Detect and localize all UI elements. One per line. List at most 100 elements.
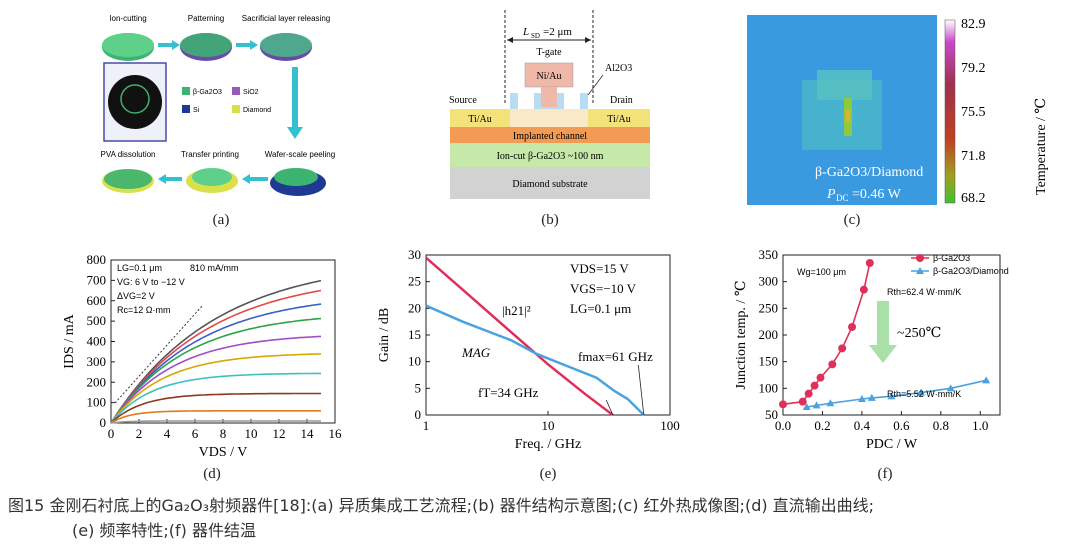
panel-c-thermal-image: β-Ga2O3/Diamond P DC =0.46 W 82.9 79.2 7… [747,15,1049,206]
f-ann-delta: ~250℃ [897,326,941,341]
e-y-tick-label: 10 [408,354,421,369]
panel-label-a: (a) [212,212,230,228]
channel-label: Implanted channel [513,131,587,142]
e-ann-vgs: VGS=−10 V [570,281,637,296]
f-point-ga2o3 [804,389,813,398]
d-iv-curve-3 [110,317,322,424]
d-iv-curve-9 [110,420,321,424]
f-point-ga2o3 [838,344,847,353]
d-y-tick-label: 400 [87,334,107,349]
panel-b-device-structure: L SD =2 μm T-gate Ni/Au Al2O3 Source Dra… [449,10,650,199]
drain-contact [588,109,650,127]
lsd-value: =2 μm [543,26,572,38]
d-y-tick-label: 200 [87,374,107,389]
e-x-tick-label: 100 [660,418,680,433]
scale-axis-label: Temperature / ℃ [1034,98,1049,195]
d-ann-vg: VG: 6 V to −12 V [117,277,185,287]
d-ann-dvg: ΔVG=2 V [117,291,155,301]
source-label: Source [449,95,477,106]
f-y-axis-label: Junction temp. / ℃ [734,281,749,390]
f-x-tick-label: 0.2 [814,418,830,433]
f-point-ga2o3 [798,397,807,406]
f-y-tick-label: 100 [759,380,779,395]
d-ann-rc: Rc=12 Ω·mm [117,305,171,315]
e-x-tick-label: 10 [542,418,555,433]
drain-metal-label: Ti/Au [607,114,631,125]
scale-tick-2: 75.5 [961,105,986,120]
f-x-tick-label: 1.0 [972,418,988,433]
e-ft-pointer [605,399,614,416]
panel-a-process-flow: Ion-cutting Patterning Sacrificial layer… [101,14,335,196]
gate-metal [524,62,574,88]
e-y-tick-label: 20 [408,300,421,315]
legend-swatch-ga2o3 [182,87,190,95]
chart-frequency-response: 1 10 100 0 5 10 15 20 25 30 Freq. / GHz Gain / dB V… [377,247,680,452]
d-iv-curve-6 [110,372,321,424]
d-iv-curve-0 [110,279,322,424]
d-y-tick-label: 600 [87,293,107,308]
drain-label: Drain [610,95,633,106]
gate-metal-label: Ni/Au [537,71,562,82]
d-y-axis-label: IDS / mA [62,313,77,368]
f-x-tick-label: 0.4 [854,418,871,433]
f-point-diamond [802,403,811,410]
f-point-diamond [826,399,835,407]
d-y-tick-label: 300 [87,354,107,369]
caption-line-2: (e) 频率特性;(f) 器件结温 [72,521,257,540]
panel-label-c: (c) [843,212,861,228]
legend-sio2: SiO2 [243,89,259,96]
d-iv-curve-1 [110,289,322,424]
diamond-substrate [450,167,650,199]
legend-si: Si [193,107,200,114]
lsd-label: L [522,26,529,38]
material-label: β-Ga2O3/Diamond [815,165,923,180]
e-y-axis-label: Gain / dB [377,308,392,362]
d-x-tick-label: 10 [245,426,258,441]
f-point-ga2o3 [810,381,819,390]
panel-label-b: (b) [541,212,559,228]
f-x-tick-label: 0.6 [893,418,910,433]
f-point-diamond [887,392,896,400]
e-y-tick-label: 30 [408,247,421,262]
scale-tick-1: 79.2 [961,61,986,76]
d-iv-curve-5 [110,353,322,424]
f-point-diamond [857,395,866,402]
d-x-tick-label: 8 [220,426,227,441]
f-point-diamond [867,393,876,401]
caption-line-1: 图15 金刚石衬底上的Ga₂O₃射频器件[18]:(a) 异质集成工艺流程;(b… [8,496,875,515]
e-series-h21 [425,256,614,416]
step-patterning: Patterning [188,14,224,23]
color-scale-bar [944,19,956,204]
e-y-tick-label: 25 [408,274,421,289]
f-legend-diamond: β-Ga2O3/Diamond [933,266,1009,276]
ga2o3-layer [450,143,650,167]
figure-caption: 图15 金刚石衬底上的Ga₂O₃射频器件[18]:(a) 异质集成工艺流程;(b… [8,493,1068,543]
al2o3-label: Al2O3 [605,63,632,74]
f-series-line-0 [782,262,871,406]
e-y-tick-label: 5 [415,380,422,395]
f-ann-rth2: Rth=5.52 W·mm/K [887,389,961,399]
lsd-sub: SD [531,32,540,40]
f-legend-ga2o3: β-Ga2O3 [933,253,970,263]
e-y-tick-label: 0 [415,407,422,422]
legend-diamond: Diamond [243,107,271,114]
step-releasing: Sacrificial layer releasing [242,14,330,23]
d-x-axis-label: VDS / V [199,445,248,460]
legend-ga2o3: β-Ga2O3 [193,89,222,96]
source-contact [450,109,510,127]
e-x-axis-label: Freq. / GHz [515,437,582,452]
f-ann-rth1: Rth=62.4 W·mm/K [887,287,961,297]
f-y-tick-label: 200 [759,327,779,342]
ga2o3-layer-label: Ion-cut β-Ga2O3 ~100 nm [497,151,604,162]
d-iv-curve-4 [110,335,322,424]
e-series-mag [425,304,645,416]
f-point-ga2o3 [859,285,868,294]
d-x-tick-label: 2 [136,426,143,441]
chart-junction-temperature: 0.0 0.2 0.4 0.6 0.8 1.0 50 100 150 200 250 300 350 PD… [734,247,1009,452]
e-ann-vds: VDS=15 V [570,261,629,276]
implanted-channel [450,127,650,143]
f-point-diamond [982,376,991,384]
d-ann-max: 810 mA/mm [190,263,239,273]
panel-label-f: (f) [877,466,893,482]
d-y-tick-label: 100 [87,395,107,410]
